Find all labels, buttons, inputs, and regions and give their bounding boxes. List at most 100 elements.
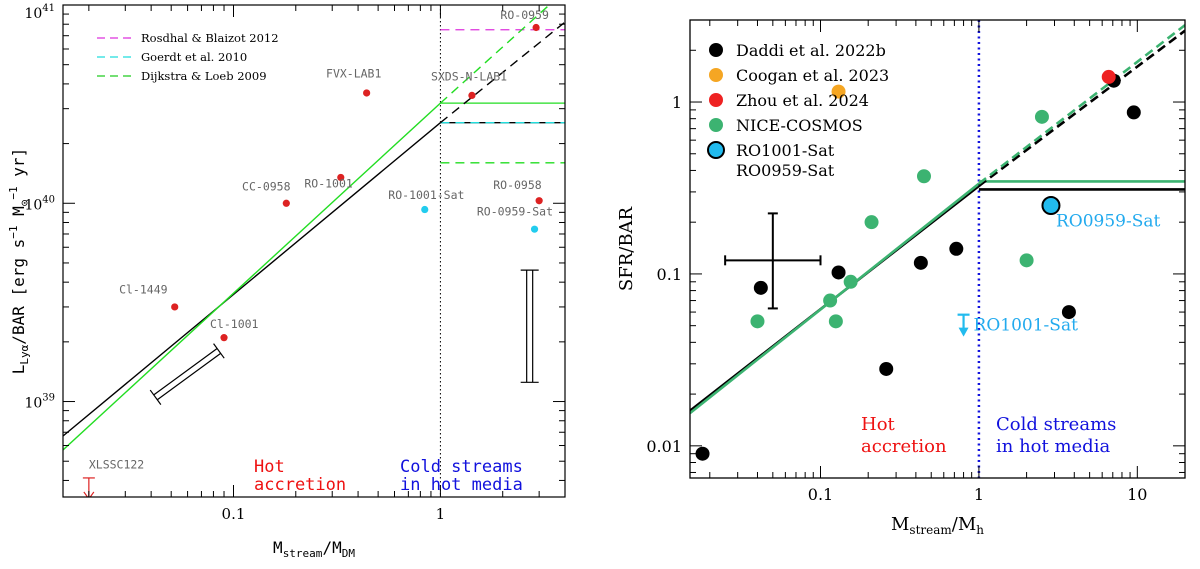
legend-label: Daddi et al. 2022b xyxy=(736,41,886,60)
x-axis-label-slash: /M xyxy=(322,538,341,557)
model-line-extension xyxy=(439,5,551,104)
daddi-point xyxy=(753,280,768,295)
data-point xyxy=(171,303,179,311)
daddi-point xyxy=(879,361,894,376)
plot-frame xyxy=(62,4,566,498)
region-label-accretion: accretion xyxy=(254,475,346,495)
legend-marker xyxy=(709,68,723,82)
legend-label: Rosdhal & Blaizot 2012 xyxy=(141,31,279,45)
model-line-extension xyxy=(978,29,1185,187)
model-line-extension xyxy=(978,24,1185,185)
data-point xyxy=(532,23,540,32)
sat-point xyxy=(1041,196,1061,216)
scale-bar xyxy=(153,348,218,396)
x-axis-label-slash: /M xyxy=(952,514,977,535)
x-tick-label: 1 xyxy=(974,485,984,504)
nice-cosmos-point xyxy=(1019,253,1034,268)
nice-cosmos-point xyxy=(843,274,858,289)
y-tick-label: 1041 xyxy=(24,3,55,22)
point-label: SXDS-N-LAB1 xyxy=(431,70,507,84)
region-label-hot: Hot xyxy=(254,457,285,477)
y-axis-label-sun: ⊙ xyxy=(18,200,31,207)
daddi-point xyxy=(1126,105,1141,120)
upper-limit-arrow xyxy=(83,491,95,497)
region-label-hot-media: in hot media xyxy=(996,436,1110,457)
nice-cosmos-point xyxy=(828,314,843,329)
point-label: RO-0959-Sat xyxy=(477,204,553,218)
nice-cosmos-point xyxy=(1034,109,1049,124)
x-axis-label-sub2: DM xyxy=(342,547,356,560)
y-tick-exponent: 41 xyxy=(42,3,55,14)
region-label-cold-streams: Cold streams xyxy=(400,457,523,477)
x-axis-label-sub2: h xyxy=(976,523,984,537)
x-tick-label: 0.1 xyxy=(222,505,246,523)
legend-label: Dijkstra & Loeb 2009 xyxy=(141,69,267,83)
legend-label: RO1001-Sat xyxy=(736,141,835,160)
y-tick-label: 1 xyxy=(672,93,682,112)
x-tick-label: 0.1 xyxy=(808,485,833,504)
data-point xyxy=(337,173,345,182)
sat-point-label: RO0959-Sat xyxy=(1056,212,1161,232)
legend-label: Coogan et al. 2023 xyxy=(736,66,889,85)
y-axis-label-exp1: −1 xyxy=(7,225,20,238)
region-label-hot-media: in hot media xyxy=(400,475,523,495)
data-point xyxy=(220,334,228,342)
legend-label: NICE-COSMOS xyxy=(736,116,863,135)
daddi-point xyxy=(831,265,846,280)
legend-label: Zhou et al. 2024 xyxy=(736,91,869,110)
scale-bar-cap xyxy=(213,343,225,359)
data-point xyxy=(363,89,371,97)
scale-bar-cap xyxy=(149,389,162,405)
region-label-cold-streams: Cold streams xyxy=(996,414,1116,435)
daddi-point xyxy=(695,446,710,461)
y-tick-base: 10 xyxy=(24,6,42,22)
point-label: CC-0958 xyxy=(242,179,291,193)
legend-marker xyxy=(709,93,723,107)
point-label: Cl-1449 xyxy=(119,283,168,297)
data-point xyxy=(282,199,290,207)
x-tick-label: 1 xyxy=(436,505,446,523)
y-tick-base: 10 xyxy=(24,396,42,412)
data-point xyxy=(421,205,429,214)
y-axis-label: LLyα/BAR [erg s−1 M⊙−1 yr] xyxy=(7,148,31,374)
model-line xyxy=(63,122,441,437)
legend-marker xyxy=(709,43,723,57)
point-label: RO-1001 xyxy=(304,177,353,191)
x-axis-label-sub: stream xyxy=(909,523,952,537)
y-axis-label-units: /BAR [erg s xyxy=(9,239,28,345)
y-axis-label-mass: M xyxy=(9,206,28,225)
plot-area xyxy=(690,20,1185,478)
y-tick-label: 1039 xyxy=(24,393,55,412)
point-label: FVX-LAB1 xyxy=(326,67,381,81)
point-label: Cl-1001 xyxy=(210,317,259,331)
nice-cosmos-point xyxy=(916,169,931,184)
daddi-point xyxy=(1061,305,1076,320)
legend-marker xyxy=(709,118,723,132)
zhou-point xyxy=(1101,69,1116,84)
model-line-extension xyxy=(439,21,565,124)
y-tick-base: 10 xyxy=(24,197,42,213)
y-axis-label-exp2: −1 xyxy=(7,186,20,199)
daddi-point xyxy=(913,255,928,270)
point-label: XLSSC122 xyxy=(89,457,144,471)
region-label-hot: Hot xyxy=(861,414,896,435)
legend-label: RO0959-Sat xyxy=(736,161,835,180)
x-axis-label-main: M xyxy=(273,538,283,557)
y-axis-label: SFR/BAR xyxy=(616,206,637,291)
nice-cosmos-point xyxy=(750,314,765,329)
model-line xyxy=(63,102,441,451)
daddi-point xyxy=(949,241,964,256)
nice-cosmos-point xyxy=(823,293,838,308)
y-tick-exponent: 39 xyxy=(42,393,55,404)
scale-bar xyxy=(156,352,222,401)
point-label: RO-0959 xyxy=(500,8,549,22)
y-tick-label: 0.1 xyxy=(657,265,682,284)
data-point xyxy=(535,197,543,205)
y-tick-label: 1040 xyxy=(24,194,55,213)
x-axis-label: Mstream/Mh xyxy=(891,514,984,537)
y-axis-label-yr: yr] xyxy=(9,148,28,187)
y-axis-label-main: L xyxy=(9,365,28,375)
legend-label: Goerdt et al. 2010 xyxy=(141,50,247,64)
